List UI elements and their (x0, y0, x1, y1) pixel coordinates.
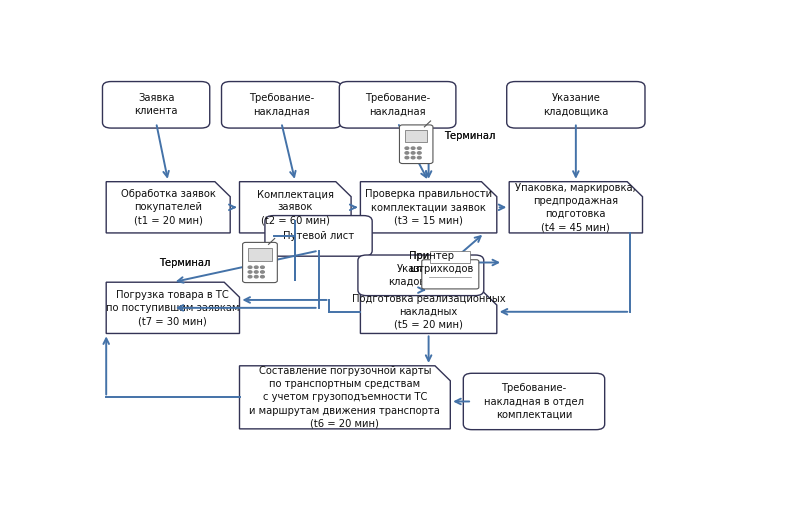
Circle shape (411, 152, 415, 154)
Circle shape (405, 157, 409, 159)
FancyBboxPatch shape (248, 248, 272, 261)
Text: Подготовка реализационных
накладных
(t5 = 20 мин): Подготовка реализационных накладных (t5 … (352, 293, 506, 330)
Circle shape (261, 266, 264, 268)
FancyBboxPatch shape (405, 131, 427, 142)
FancyBboxPatch shape (339, 81, 456, 128)
Text: Требование-
накладная: Требование- накладная (249, 93, 314, 116)
Polygon shape (106, 182, 230, 233)
Circle shape (418, 157, 421, 159)
Circle shape (248, 271, 252, 273)
Text: Терминал: Терминал (159, 258, 210, 267)
Text: Принтер
штрихкодов: Принтер штрихкодов (409, 251, 473, 274)
Text: Указание
кладовщика: Указание кладовщика (543, 93, 609, 116)
Circle shape (254, 271, 258, 273)
Polygon shape (360, 290, 497, 333)
Text: Указание
кладовщика: Указание кладовщика (388, 264, 454, 287)
Circle shape (411, 157, 415, 159)
FancyBboxPatch shape (242, 242, 278, 283)
Text: Заявка
клиента: Заявка клиента (134, 93, 178, 116)
Text: Принтер
штрихкодов: Принтер штрихкодов (409, 251, 473, 274)
FancyBboxPatch shape (463, 373, 605, 430)
Circle shape (254, 266, 258, 268)
Text: Требование-
накладная в отдел
комплектации: Требование- накладная в отдел комплектац… (484, 383, 584, 420)
FancyBboxPatch shape (102, 81, 210, 128)
Polygon shape (360, 182, 497, 233)
Circle shape (411, 147, 415, 150)
Polygon shape (510, 182, 642, 233)
FancyBboxPatch shape (430, 251, 470, 263)
FancyBboxPatch shape (265, 216, 372, 256)
Text: Терминал: Терминал (444, 132, 495, 141)
Polygon shape (106, 282, 239, 333)
Circle shape (254, 275, 258, 278)
Polygon shape (239, 182, 351, 233)
FancyBboxPatch shape (358, 255, 484, 295)
FancyBboxPatch shape (222, 81, 341, 128)
Circle shape (418, 147, 421, 150)
Text: Терминал: Терминал (159, 258, 210, 267)
Circle shape (248, 266, 252, 268)
Circle shape (405, 147, 409, 150)
Circle shape (405, 152, 409, 154)
Circle shape (261, 275, 264, 278)
Text: Путевой лист: Путевой лист (283, 231, 354, 241)
Text: Терминал: Терминал (444, 132, 495, 141)
Text: Погрузка товара в ТС
по поступившим заявкам
(t7 = 30 мин): Погрузка товара в ТС по поступившим заяв… (106, 290, 240, 326)
Text: Упаковка, маркировка,
предпродажная
подготовка
(t4 = 45 мин): Упаковка, маркировка, предпродажная подг… (515, 182, 636, 232)
Circle shape (248, 275, 252, 278)
Polygon shape (239, 366, 450, 429)
Circle shape (261, 271, 264, 273)
Text: Составление погрузочной карты
по транспортным средствам
с учетом грузоподъемност: Составление погрузочной карты по транспо… (250, 366, 440, 429)
FancyBboxPatch shape (399, 125, 433, 163)
Text: Комплектация
заявок
(t2 = 60 мин): Комплектация заявок (t2 = 60 мин) (257, 189, 334, 225)
Text: Проверка правильности
комплектации заявок
(t3 = 15 мин): Проверка правильности комплектации заяво… (365, 189, 492, 225)
FancyBboxPatch shape (422, 260, 479, 289)
FancyBboxPatch shape (506, 81, 645, 128)
Text: Обработка заявок
покупателей
(t1 = 20 мин): Обработка заявок покупателей (t1 = 20 ми… (121, 189, 216, 225)
Circle shape (418, 152, 421, 154)
Text: Требование-
накладная: Требование- накладная (365, 93, 430, 116)
